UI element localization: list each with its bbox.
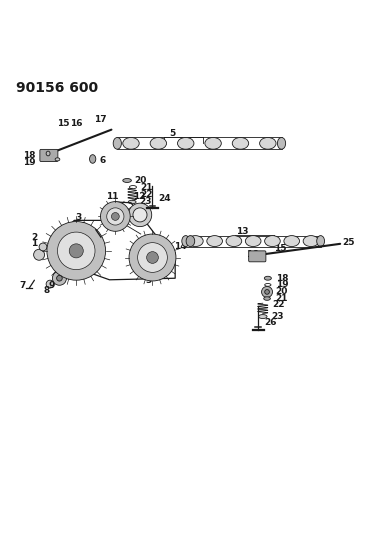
Text: 2: 2	[31, 233, 37, 242]
Text: 15: 15	[274, 245, 286, 253]
Text: 20: 20	[134, 176, 147, 185]
Text: 3: 3	[75, 213, 81, 222]
Ellipse shape	[182, 236, 190, 247]
Text: 19: 19	[276, 280, 289, 289]
Ellipse shape	[55, 158, 60, 161]
Ellipse shape	[284, 236, 300, 247]
Text: 10: 10	[74, 222, 87, 231]
Ellipse shape	[186, 236, 195, 247]
Text: 24: 24	[158, 193, 170, 203]
Text: 18: 18	[276, 274, 289, 282]
Ellipse shape	[178, 138, 194, 149]
Text: 18: 18	[23, 151, 35, 160]
Text: 21: 21	[276, 294, 288, 303]
Circle shape	[34, 249, 45, 260]
Text: 22: 22	[140, 190, 152, 199]
Circle shape	[138, 243, 167, 272]
Circle shape	[57, 276, 62, 281]
Text: 17: 17	[94, 115, 106, 124]
Text: 6: 6	[100, 156, 106, 165]
Text: 9: 9	[48, 281, 55, 290]
Ellipse shape	[265, 236, 280, 247]
Ellipse shape	[90, 155, 96, 163]
Text: 16: 16	[246, 251, 258, 259]
Circle shape	[147, 252, 158, 263]
Ellipse shape	[258, 314, 267, 319]
Text: 13: 13	[236, 227, 249, 236]
Ellipse shape	[246, 236, 261, 247]
Ellipse shape	[113, 138, 122, 149]
Text: 26: 26	[264, 318, 277, 327]
Circle shape	[107, 208, 124, 225]
Circle shape	[111, 213, 119, 220]
Ellipse shape	[123, 179, 131, 182]
Text: 5: 5	[169, 129, 175, 138]
Ellipse shape	[205, 138, 221, 149]
Text: 4: 4	[102, 205, 109, 214]
Ellipse shape	[264, 276, 271, 280]
Text: 19: 19	[23, 158, 35, 167]
Circle shape	[69, 244, 83, 258]
Text: 7: 7	[19, 281, 25, 290]
Ellipse shape	[123, 138, 139, 149]
Circle shape	[265, 289, 269, 294]
Text: 1: 1	[31, 239, 37, 248]
Text: 14: 14	[174, 241, 187, 251]
Text: 25: 25	[342, 238, 355, 247]
Ellipse shape	[278, 138, 285, 149]
Text: 20: 20	[276, 287, 288, 296]
Circle shape	[47, 222, 106, 280]
Text: 23: 23	[271, 312, 284, 321]
Circle shape	[52, 271, 66, 285]
Ellipse shape	[188, 236, 203, 247]
Circle shape	[46, 280, 54, 288]
Ellipse shape	[260, 138, 276, 149]
Circle shape	[39, 243, 47, 251]
FancyBboxPatch shape	[249, 251, 266, 262]
Ellipse shape	[232, 138, 249, 149]
Circle shape	[100, 201, 130, 231]
Circle shape	[57, 232, 95, 270]
Text: 3: 3	[145, 276, 152, 285]
Text: 22: 22	[273, 300, 285, 309]
Ellipse shape	[46, 151, 50, 156]
FancyBboxPatch shape	[40, 149, 58, 161]
Circle shape	[262, 286, 273, 297]
Circle shape	[128, 203, 152, 227]
Text: 8: 8	[44, 286, 50, 295]
Text: 23: 23	[139, 198, 152, 206]
Text: 11: 11	[106, 192, 118, 200]
Ellipse shape	[317, 236, 325, 247]
Ellipse shape	[226, 236, 242, 247]
Circle shape	[133, 208, 147, 222]
Ellipse shape	[303, 236, 319, 247]
Ellipse shape	[264, 297, 271, 300]
Text: 90156 600: 90156 600	[16, 81, 98, 95]
Ellipse shape	[207, 236, 222, 247]
Text: 12: 12	[133, 192, 145, 201]
Text: 16: 16	[70, 119, 82, 128]
Circle shape	[129, 234, 176, 281]
Ellipse shape	[150, 138, 167, 149]
Text: 15: 15	[57, 119, 69, 128]
Text: 21: 21	[140, 183, 152, 192]
Ellipse shape	[128, 200, 136, 204]
